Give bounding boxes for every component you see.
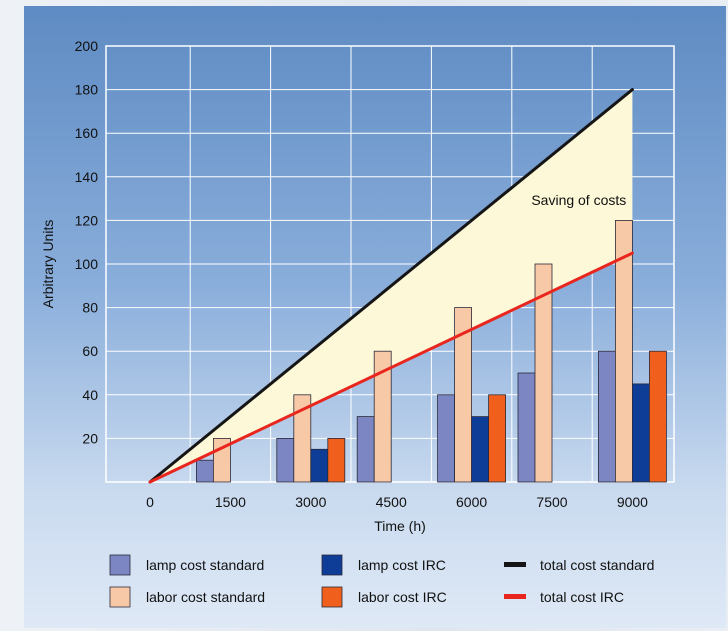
y-tick-label: 80 [82,300,98,316]
chart-panel: 20 40 60 80 100 120 140 160 180 200 0 1500 3000 4500 6… [24,6,726,628]
bar [517,372,536,483]
series-line [148,251,634,484]
bar [471,416,490,483]
y-tick-label: 100 [75,256,99,272]
bar [373,350,392,483]
legend-label: labor cost standard [146,589,265,605]
x-tick-label: 3000 [295,494,326,510]
legend-label: lamp cost IRC [358,557,446,573]
bar [488,394,507,483]
bar [356,416,375,483]
y-tick-label: 60 [82,343,98,359]
bar [327,437,346,483]
y-tick-label: 200 [75,38,99,54]
bar [615,219,633,483]
bar [195,459,214,483]
bar [437,394,456,483]
bar [276,437,295,483]
legend-label: total cost IRC [540,589,624,605]
annotation-label: Saving of costs [531,192,626,208]
bar [310,448,329,483]
x-tick-label: 6000 [456,494,487,510]
bar [649,350,667,483]
y-tick-label: 120 [75,212,99,228]
x-tick-label: 7500 [536,494,567,510]
legend-swatch [321,554,343,576]
y-tick-label: 20 [82,430,98,446]
legend-swatch [504,562,526,567]
bar [598,350,616,483]
x-tick-label: 0 [146,494,154,510]
x-tick-label: 1500 [215,494,246,510]
legend-swatch [504,594,526,599]
series-line [148,88,634,484]
y-tick-label: 180 [75,82,99,98]
y-tick-label: 160 [75,125,99,141]
legend-swatch [321,586,343,608]
x-tick-label: 9000 [617,494,648,510]
bar [454,307,473,483]
y-axis-label: Arbitrary Units [40,220,56,309]
legend-label: total cost standard [540,557,654,573]
bar [632,383,650,483]
y-tick-label: 40 [82,387,98,403]
bar [534,263,553,483]
chart: 20 40 60 80 100 120 140 160 180 200 0 1500 3000 4500 6… [40,38,675,608]
legend-label: labor cost IRC [358,589,447,605]
x-tick-label: 4500 [376,494,407,510]
legend-swatch [109,554,131,576]
legend-swatch [109,586,131,608]
bar [293,394,312,483]
legend-label: lamp cost standard [146,557,264,573]
x-axis-label: Time (h) [374,518,426,534]
y-tick-label: 140 [75,169,99,185]
